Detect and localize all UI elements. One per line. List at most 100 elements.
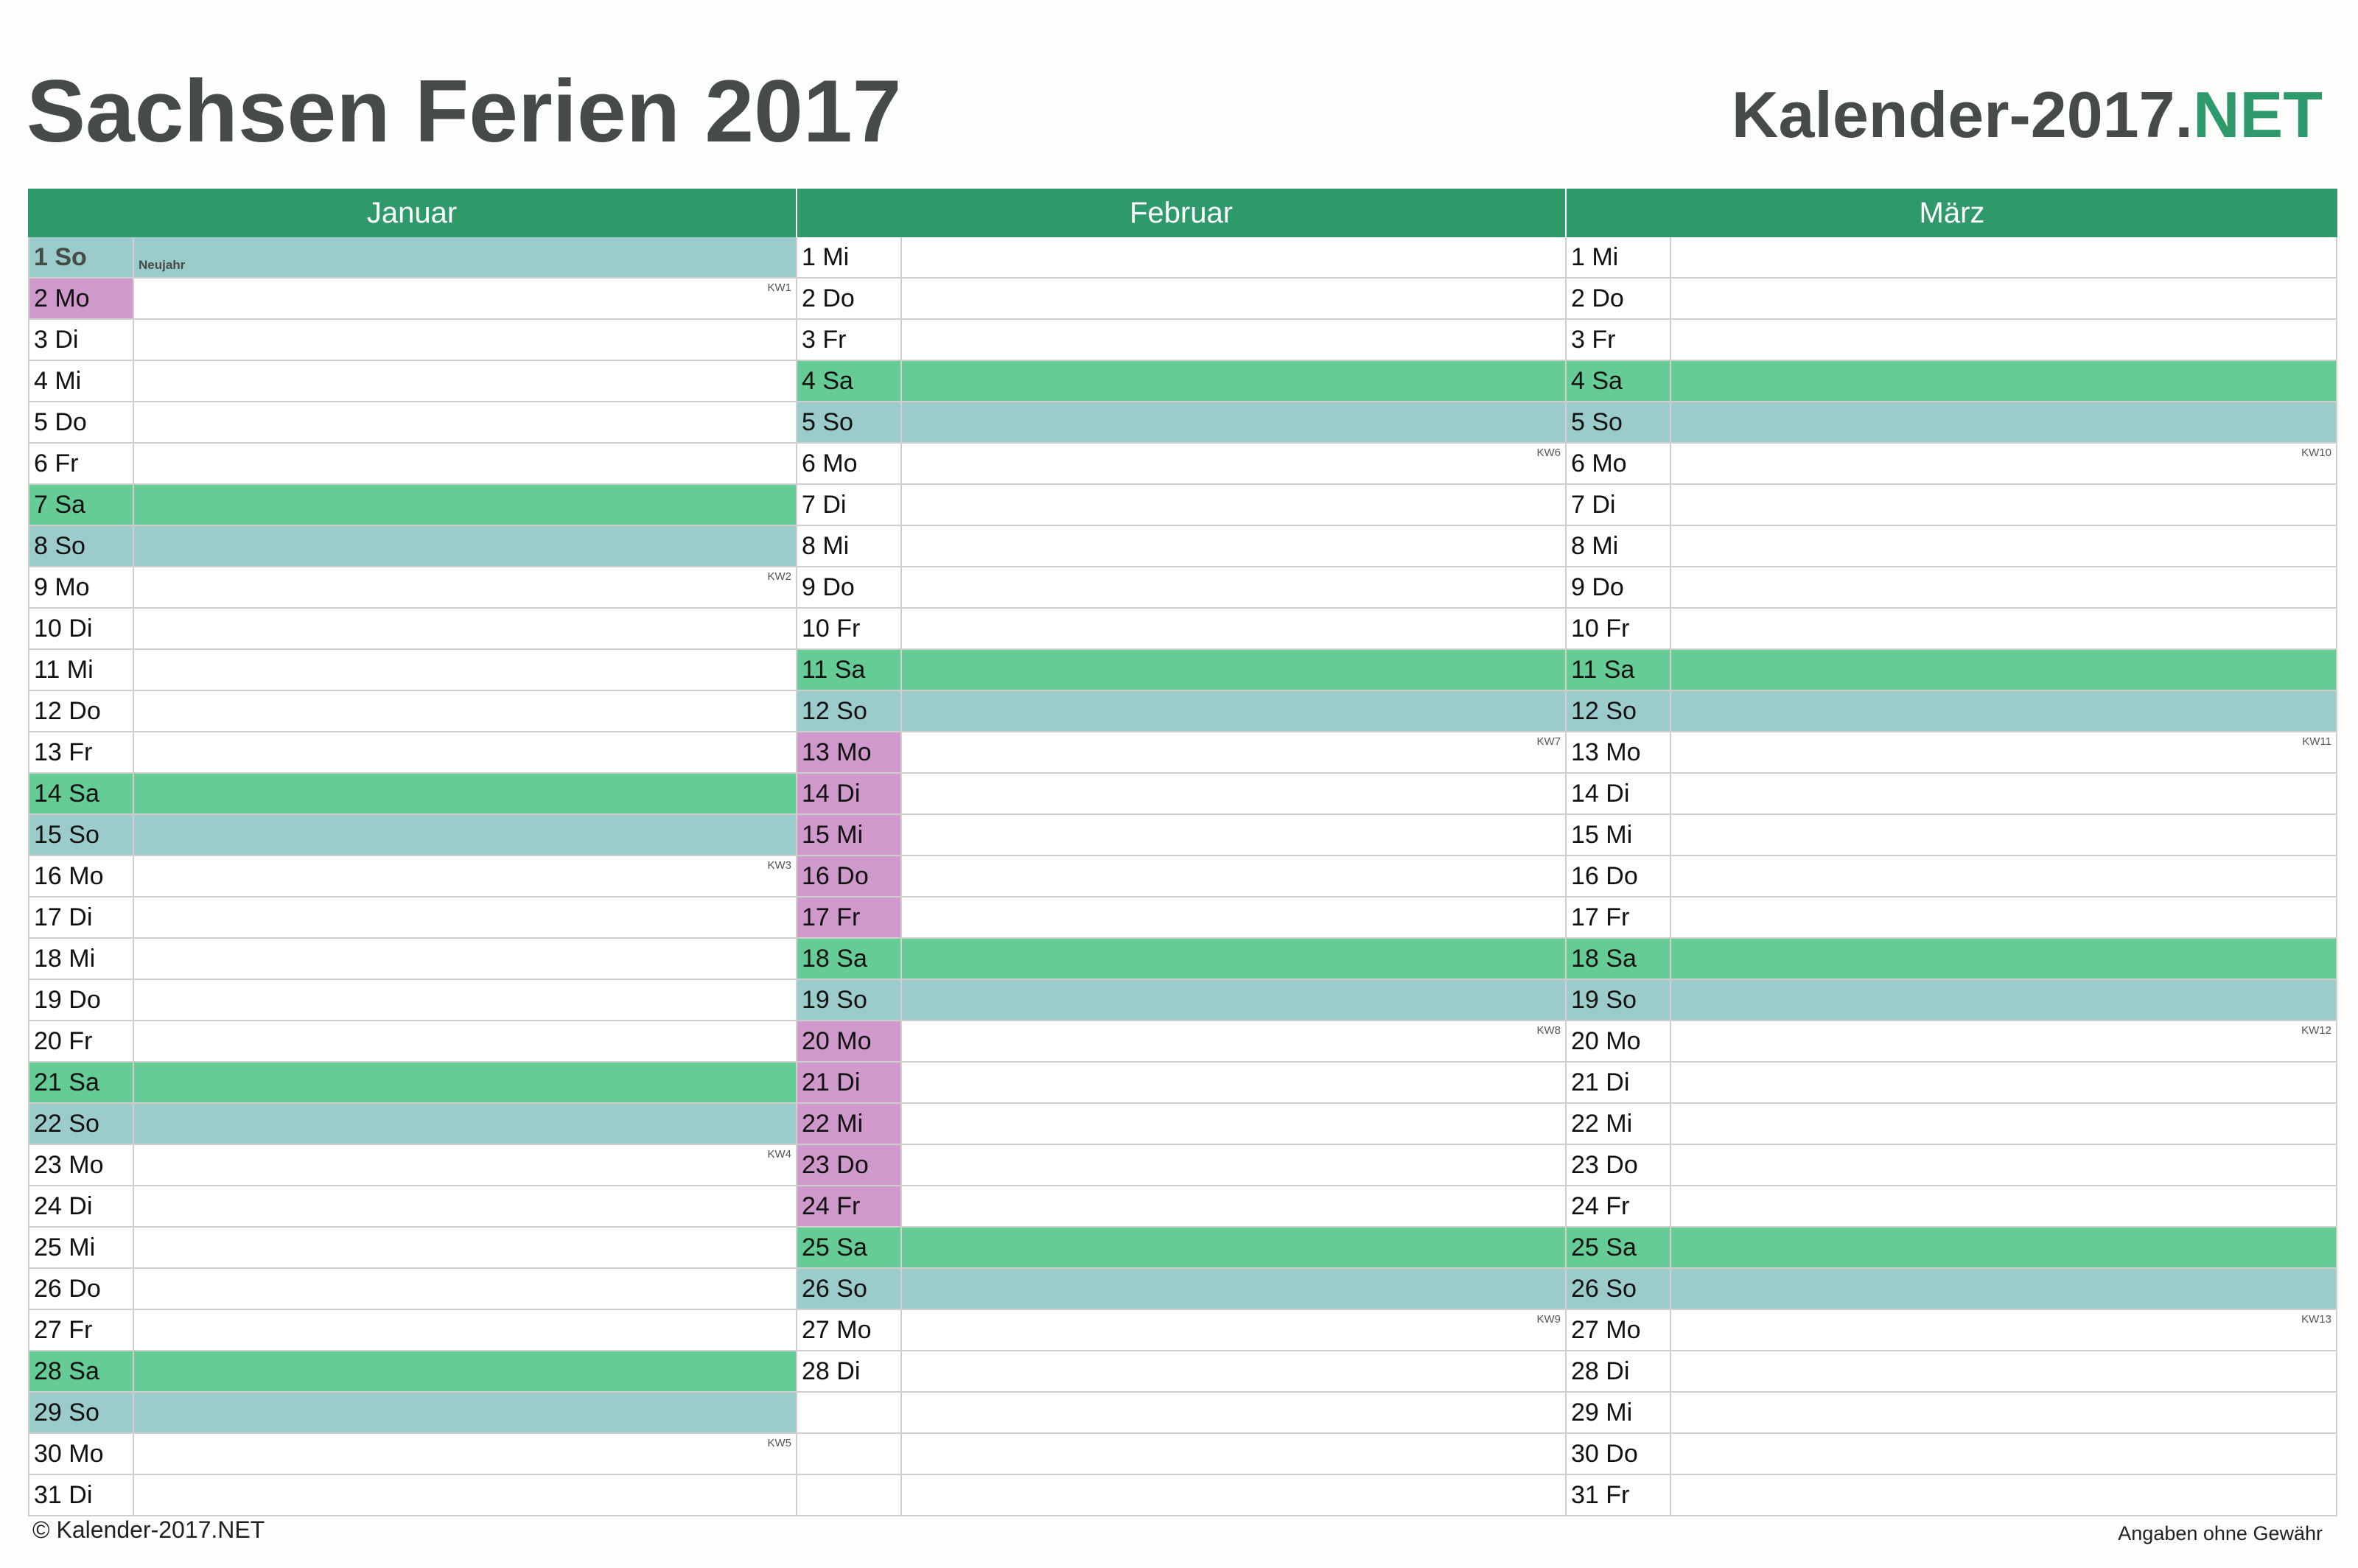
week-number: KW12 (2301, 1024, 2331, 1037)
day-label: 2 Do (797, 279, 902, 318)
day-label: 13 Fr (29, 732, 134, 772)
day-row: 30 Do (1567, 1434, 2337, 1475)
day-label: 26 Do (29, 1269, 134, 1309)
day-row: 26 Do (28, 1269, 797, 1310)
day-label: 4 Sa (1567, 361, 1671, 401)
day-label: 14 Di (797, 774, 902, 813)
day-label: 2 Mo (29, 279, 134, 318)
holiday-label: Neujahr (139, 258, 186, 272)
day-row: 17 Di (28, 897, 797, 939)
day-label: 13 Mo (1567, 732, 1671, 772)
day-row: 22 So (28, 1104, 797, 1145)
day-label: 29 Mi (1567, 1393, 1671, 1432)
day-row: 18 Sa (797, 939, 1567, 980)
day-row: 28 Di (1567, 1351, 2337, 1393)
day-label: 28 Sa (29, 1351, 134, 1391)
week-number: KW13 (2301, 1313, 2331, 1326)
day-label: 10 Fr (797, 609, 902, 648)
day-row: 24 Di (28, 1186, 797, 1228)
day-label: 20 Mo (797, 1021, 902, 1061)
footer-disclaimer: Angaben ohne Gewähr (2118, 1522, 2323, 1544)
day-label: 4 Mi (29, 361, 134, 401)
day-row: 29 So (28, 1393, 797, 1434)
day-label: 19 So (1567, 980, 1671, 1020)
footer-copyright: © Kalender-2017.NET (32, 1516, 265, 1543)
day-row: 9 Do (1567, 567, 2337, 609)
day-label: 17 Di (29, 897, 134, 937)
day-label: 22 Mi (1567, 1104, 1671, 1144)
day-row: 23 Do (1567, 1145, 2337, 1186)
month-column: Januar 1 So Neujahr 2 Mo KW1 3 Di 4 Mi 5 Do 6 F… (28, 189, 797, 1519)
day-label: 26 So (797, 1269, 902, 1309)
day-label: 17 Fr (1567, 897, 1671, 937)
day-row: 21 Di (1567, 1063, 2337, 1104)
day-label: 3 Di (29, 320, 134, 360)
day-row: 18 Sa (1567, 939, 2337, 980)
day-row: 19 So (797, 980, 1567, 1021)
day-label: 9 Mo (29, 567, 134, 607)
day-row: 25 Sa (797, 1228, 1567, 1269)
day-label: 12 So (1567, 691, 1671, 731)
day-label: 25 Mi (29, 1228, 134, 1267)
day-label (797, 1434, 902, 1474)
day-label: 5 So (797, 402, 902, 442)
day-row: 27 Mo KW9 (797, 1310, 1567, 1351)
day-row: 15 Mi (797, 815, 1567, 856)
day-row: 19 So (1567, 980, 2337, 1021)
week-number: KW10 (2301, 447, 2331, 459)
day-label: 23 Mo (29, 1145, 134, 1185)
day-row: 27 Fr (28, 1310, 797, 1351)
week-number: KW5 (767, 1437, 791, 1449)
day-label: 7 Di (1567, 485, 1671, 525)
day-label: 24 Fr (1567, 1186, 1671, 1226)
page-title: Sachsen Ferien 2017 (27, 62, 902, 161)
day-list: 1 So Neujahr 2 Mo KW1 3 Di 4 Mi 5 Do 6 Fr 7 Sa 8 … (28, 237, 797, 1516)
day-label: 8 Mi (1567, 526, 1671, 566)
day-row: 16 Do (1567, 856, 2337, 897)
day-label: 31 Fr (1567, 1475, 1671, 1515)
day-row: 28 Sa (28, 1351, 797, 1393)
day-label: 9 Do (797, 567, 902, 607)
day-label: 17 Fr (797, 897, 902, 937)
day-row: 21 Sa (28, 1063, 797, 1104)
month-header: März (1567, 189, 2337, 237)
day-label: 16 Mo (29, 856, 134, 896)
day-row: 3 Fr (1567, 320, 2337, 361)
day-row: 14 Sa (28, 774, 797, 815)
brand-accent: NET (2193, 78, 2323, 151)
day-label: 1 So (29, 237, 134, 277)
day-label: 16 Do (1567, 856, 1671, 896)
day-row: 29 Mi (1567, 1393, 2337, 1434)
month-column: Februar 1 Mi 2 Do 3 Fr 4 Sa 5 So 6 Mo KW6 7 Di 8… (797, 189, 1567, 1519)
day-row: 20 Mo KW8 (797, 1021, 1567, 1063)
week-number: KW6 (1536, 447, 1561, 459)
day-row: 2 Do (1567, 279, 2337, 320)
day-row: 5 So (1567, 402, 2337, 444)
day-label: 6 Fr (29, 444, 134, 483)
day-row: 19 Do (28, 980, 797, 1021)
day-row: 5 Do (28, 402, 797, 444)
day-label: 30 Mo (29, 1434, 134, 1474)
day-row: 26 So (1567, 1269, 2337, 1310)
day-label: 7 Di (797, 485, 902, 525)
day-label: 16 Do (797, 856, 902, 896)
day-label: 18 Mi (29, 939, 134, 979)
day-label: 5 So (1567, 402, 1671, 442)
day-label: 21 Di (797, 1063, 902, 1102)
day-row: 16 Mo KW3 (28, 856, 797, 897)
day-label: 31 Di (29, 1475, 134, 1515)
day-label: 9 Do (1567, 567, 1671, 607)
day-label (797, 1393, 902, 1432)
day-row: 2 Do (797, 279, 1567, 320)
week-number: KW7 (1536, 735, 1561, 748)
day-row: 11 Sa (797, 650, 1567, 691)
day-row: 11 Mi (28, 650, 797, 691)
brand-logo: Kalender-2017.NET (1732, 74, 2323, 156)
day-row: 16 Do (797, 856, 1567, 897)
day-label: 13 Mo (797, 732, 902, 772)
day-label: 4 Sa (797, 361, 902, 401)
day-row: 15 Mi (1567, 815, 2337, 856)
day-row: 3 Fr (797, 320, 1567, 361)
day-label: 22 Mi (797, 1104, 902, 1144)
day-label: 23 Do (1567, 1145, 1671, 1185)
